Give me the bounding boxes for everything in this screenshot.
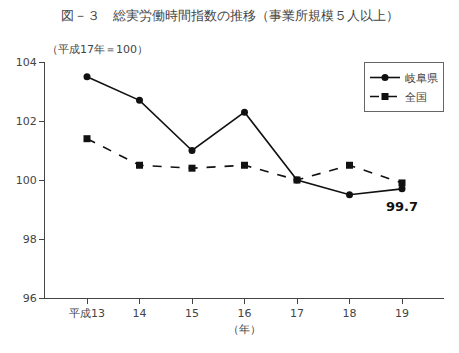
svg-text:96: 96 xyxy=(23,292,37,305)
svg-text:14: 14 xyxy=(133,307,147,320)
svg-text:102: 102 xyxy=(16,115,37,128)
svg-text:（平成17年＝100）: （平成17年＝100） xyxy=(47,43,148,56)
svg-text:98: 98 xyxy=(23,233,37,246)
svg-text:104: 104 xyxy=(16,56,37,69)
svg-text:（年）: （年） xyxy=(228,323,261,336)
svg-text:全国: 全国 xyxy=(405,91,427,104)
svg-text:19: 19 xyxy=(395,307,409,320)
svg-text:15: 15 xyxy=(185,307,199,320)
svg-text:99.7: 99.7 xyxy=(386,199,418,214)
svg-text:平成13: 平成13 xyxy=(69,307,105,320)
svg-text:18: 18 xyxy=(343,307,357,320)
svg-text:図－３ 総実労働時間指数の推移（事業所規模５人以上）: 図－３ 総実労働時間指数の推移（事業所規模５人以上） xyxy=(61,8,399,23)
svg-text:17: 17 xyxy=(290,307,304,320)
svg-text:岐阜県: 岐阜県 xyxy=(405,72,438,85)
svg-text:100: 100 xyxy=(16,174,37,187)
svg-text:16: 16 xyxy=(238,307,252,320)
